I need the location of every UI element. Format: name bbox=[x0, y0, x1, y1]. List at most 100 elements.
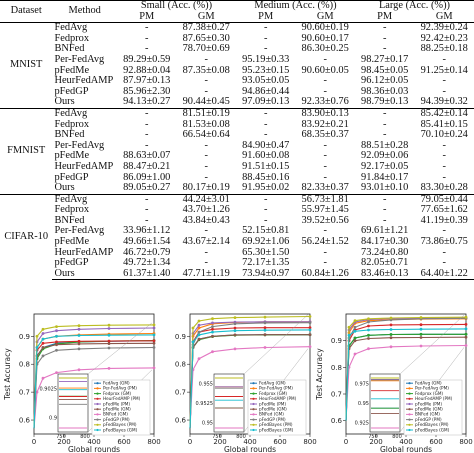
accuracy-cell: - bbox=[204, 151, 208, 162]
inset-x-tick-label: 750 bbox=[212, 434, 222, 440]
method-name: Fedprox bbox=[54, 119, 90, 130]
accuracy-cell: 84.17±0.30 bbox=[361, 237, 409, 248]
legend-label: pFedMe (PM) bbox=[259, 401, 286, 406]
series-marker bbox=[233, 347, 237, 351]
series-marker bbox=[233, 322, 237, 326]
series-marker bbox=[263, 328, 267, 332]
accuracy-cell: - bbox=[235, 193, 296, 206]
method-name: pFedMe bbox=[54, 237, 90, 248]
legend-label: pFedBayes (PM) bbox=[415, 422, 449, 427]
table-row: Ours 94.13±0.27 90.44±0.45 97.09±0.13 92.33±… bbox=[0, 97, 474, 108]
accuracy-cell: - bbox=[323, 86, 327, 97]
series-marker bbox=[308, 326, 312, 330]
dataset-label: MNIST bbox=[10, 59, 43, 71]
accuracy-cell: 43.67±2.14 bbox=[182, 237, 230, 248]
accuracy-cell: 33.96±1.12 bbox=[123, 226, 171, 237]
legend-label: pFedMe (PM) bbox=[103, 401, 130, 406]
accuracy-cell: - bbox=[144, 33, 149, 44]
inset-y-tick-label: 0.9025 bbox=[40, 387, 58, 393]
accuracy-cell: - bbox=[442, 76, 446, 87]
series-marker bbox=[191, 340, 195, 344]
legend-marker bbox=[408, 387, 411, 390]
series-marker bbox=[107, 323, 111, 327]
header-pm-large: PM bbox=[354, 11, 415, 24]
series-marker bbox=[367, 317, 370, 321]
y-tick-label: 0.9 bbox=[19, 333, 30, 341]
table-row: MNIST FedAvg - 87.38±0.27 - 90.60±0.19 - 92.39±… bbox=[0, 22, 474, 70]
accuracy-cell: 66.54±0.64 bbox=[182, 130, 230, 141]
accuracy-cell: 90.60±0.19 bbox=[301, 22, 349, 34]
accuracy-cell: 68.35±0.37 bbox=[301, 130, 349, 141]
legend-label: BNFed (GM) bbox=[415, 412, 440, 417]
x-tick-label: 800 bbox=[147, 438, 160, 446]
accuracy-cell: - bbox=[144, 140, 149, 151]
accuracy-cell: 61.37±1.40 bbox=[116, 268, 177, 281]
accuracy-cell: - bbox=[323, 226, 327, 237]
table-row: Ours 89.05±0.27 80.17±0.19 91.95±0.02 82.33±… bbox=[0, 183, 474, 194]
legend-marker bbox=[252, 387, 255, 390]
x-axis-label: Global rounds bbox=[224, 445, 276, 453]
series-marker bbox=[389, 323, 393, 327]
series-marker bbox=[464, 344, 468, 347]
series-marker bbox=[353, 352, 357, 356]
legend-label: Per-FedAvg (PM) bbox=[415, 386, 449, 391]
accuracy-cell: 73.86±0.75 bbox=[420, 237, 468, 248]
inset-box bbox=[57, 373, 89, 433]
y-tick-label: 0.6 bbox=[175, 417, 187, 425]
inset-x-tick-label: 800 bbox=[236, 434, 246, 440]
series-marker bbox=[211, 317, 214, 321]
series-marker bbox=[197, 323, 201, 327]
series-marker bbox=[353, 325, 357, 329]
legend-marker bbox=[96, 387, 99, 390]
series-marker bbox=[55, 340, 58, 344]
accuracy-cell: 92.09±0.06 bbox=[361, 151, 409, 162]
inset-connector bbox=[399, 315, 465, 375]
series-marker bbox=[263, 333, 267, 337]
accuracy-cell: 94.86±0.44 bbox=[242, 86, 290, 97]
accuracy-cell: 44.24±3.01 bbox=[176, 193, 236, 206]
series-marker bbox=[107, 342, 111, 345]
series-marker bbox=[367, 320, 370, 324]
accuracy-cell: - bbox=[442, 247, 446, 258]
accuracy-cell: - bbox=[263, 130, 268, 141]
legend-marker bbox=[96, 428, 99, 432]
accuracy-cell: - bbox=[204, 226, 208, 237]
inset-y-tick-label: 0.925 bbox=[355, 420, 369, 426]
accuracy-cell: 64.40±1.22 bbox=[414, 268, 474, 281]
accuracy-cell: 91.84±0.17 bbox=[361, 172, 409, 183]
series-marker bbox=[464, 323, 468, 326]
accuracy-cell: 56.73±1.81 bbox=[295, 193, 355, 206]
method-name: Ours bbox=[54, 183, 75, 194]
accuracy-cell: 82.05±0.71 bbox=[361, 258, 409, 269]
chart-panel: 0.6 0.7 0.8 0.9 0 200 400 600 800 Global rounds Te… bbox=[3, 313, 161, 453]
table-row: HeurFedAMP 88.47±0.21 - 91.51±0.15 - 92.17±0.… bbox=[0, 162, 474, 173]
accuracy-cell: 87.97±0.13 bbox=[123, 76, 171, 87]
accuracy-cell: 92.33±0.76 bbox=[301, 97, 349, 108]
y-tick-label: 0.7 bbox=[331, 391, 342, 399]
series-marker bbox=[389, 328, 393, 331]
accuracy-cell: 52.15±0.81 bbox=[242, 226, 290, 237]
series-marker bbox=[107, 333, 111, 337]
x-tick-label: 0 bbox=[32, 438, 36, 446]
inset-y-tick-label: 0.955 bbox=[199, 382, 213, 388]
accuracy-cell: 91.51±0.15 bbox=[242, 161, 290, 172]
y-tick-label: 0.9 bbox=[331, 337, 342, 345]
series-marker bbox=[233, 316, 237, 319]
series-marker bbox=[77, 342, 81, 346]
series-marker bbox=[107, 339, 111, 343]
legend-marker bbox=[252, 392, 255, 395]
method-name: Ours bbox=[52, 268, 117, 281]
accuracy-cell: - bbox=[144, 119, 149, 130]
accuracy-cell: 90.44±0.45 bbox=[182, 97, 230, 108]
legend-label: BNFed (GM) bbox=[103, 412, 128, 417]
accuracy-cell: - bbox=[144, 130, 149, 141]
series-marker bbox=[77, 347, 81, 351]
legend-label: pFedGP (PM) bbox=[259, 417, 286, 422]
series-marker bbox=[263, 346, 267, 349]
x-tick-label: 400 bbox=[399, 438, 412, 446]
series-marker bbox=[233, 329, 237, 333]
series-marker bbox=[211, 327, 214, 331]
series-marker bbox=[77, 327, 81, 331]
legend-box bbox=[403, 379, 463, 436]
series-marker bbox=[152, 333, 156, 337]
